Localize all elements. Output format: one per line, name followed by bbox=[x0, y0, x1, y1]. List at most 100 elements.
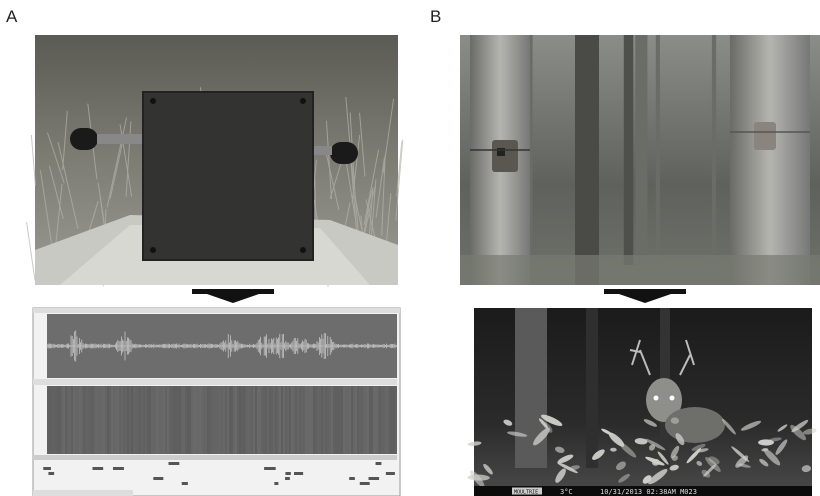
shape bbox=[169, 386, 171, 454]
shape bbox=[89, 386, 91, 454]
shape bbox=[365, 386, 367, 454]
shape bbox=[97, 386, 99, 454]
shape bbox=[291, 386, 293, 454]
shape bbox=[355, 386, 357, 454]
shape bbox=[311, 386, 313, 454]
shape bbox=[249, 386, 251, 454]
shape bbox=[151, 386, 153, 454]
shape bbox=[253, 386, 255, 454]
shape bbox=[73, 386, 75, 454]
shape bbox=[303, 386, 305, 454]
shape bbox=[193, 386, 195, 454]
shape bbox=[515, 308, 547, 468]
shape bbox=[101, 386, 103, 454]
shape bbox=[117, 386, 119, 454]
shape bbox=[33, 490, 133, 496]
shape bbox=[345, 386, 347, 454]
shape bbox=[385, 386, 387, 454]
shape bbox=[712, 35, 716, 265]
shape bbox=[330, 142, 358, 164]
shape bbox=[189, 386, 191, 454]
shape bbox=[87, 386, 89, 454]
shape bbox=[379, 386, 381, 454]
shape bbox=[301, 386, 303, 454]
shape bbox=[285, 386, 287, 454]
shape bbox=[243, 386, 245, 454]
shape bbox=[49, 386, 51, 454]
shape bbox=[665, 407, 725, 443]
shape bbox=[150, 247, 156, 253]
photo-camera-traps bbox=[460, 35, 820, 285]
shape bbox=[27, 222, 35, 280]
shape bbox=[670, 396, 675, 401]
shape bbox=[335, 386, 337, 454]
shape bbox=[192, 289, 274, 294]
shape bbox=[48, 472, 54, 475]
shape bbox=[31, 135, 35, 186]
shape bbox=[325, 386, 327, 454]
shape bbox=[177, 386, 179, 454]
shape bbox=[395, 386, 397, 454]
shape bbox=[121, 386, 123, 454]
shape bbox=[279, 386, 281, 454]
figure: A B MOULTRIE 3°C 10/31/2013 02:38AM M023 bbox=[0, 0, 820, 496]
shape bbox=[137, 386, 139, 454]
shape bbox=[241, 386, 243, 454]
shape bbox=[111, 386, 113, 454]
shape bbox=[65, 386, 67, 454]
shape bbox=[135, 386, 137, 454]
shape bbox=[293, 386, 295, 454]
shape bbox=[351, 386, 353, 454]
shape bbox=[271, 386, 273, 454]
shape bbox=[349, 477, 355, 480]
shape bbox=[133, 386, 135, 454]
shape bbox=[201, 386, 203, 454]
shape bbox=[93, 386, 95, 454]
shape bbox=[267, 386, 269, 454]
shape bbox=[259, 386, 261, 454]
shape bbox=[575, 35, 599, 285]
shape bbox=[393, 386, 395, 454]
shape bbox=[163, 386, 165, 454]
shape bbox=[115, 386, 117, 454]
shape bbox=[333, 386, 335, 454]
shape bbox=[33, 455, 397, 460]
shape bbox=[257, 386, 259, 454]
shape bbox=[343, 386, 345, 454]
shape bbox=[129, 386, 131, 454]
shape bbox=[391, 386, 393, 454]
shape bbox=[360, 482, 370, 485]
shape bbox=[99, 386, 101, 454]
shape bbox=[125, 386, 127, 454]
arrow-down bbox=[604, 289, 686, 303]
shape bbox=[229, 386, 231, 454]
shape bbox=[205, 386, 207, 454]
shape bbox=[319, 386, 321, 454]
shape bbox=[119, 386, 121, 454]
shape bbox=[586, 308, 598, 468]
shape bbox=[92, 467, 103, 470]
shape bbox=[460, 255, 820, 285]
shape bbox=[47, 386, 49, 454]
shape bbox=[239, 386, 241, 454]
shape bbox=[754, 122, 776, 150]
shape bbox=[389, 386, 391, 454]
shape bbox=[219, 386, 221, 454]
shape bbox=[331, 386, 333, 454]
shape bbox=[361, 386, 363, 454]
shape bbox=[139, 386, 141, 454]
shape bbox=[179, 386, 181, 454]
shape bbox=[305, 386, 307, 454]
shape bbox=[349, 386, 351, 454]
shape bbox=[85, 386, 87, 454]
shape bbox=[264, 467, 276, 470]
shape bbox=[159, 386, 161, 454]
shape bbox=[381, 386, 383, 454]
shape bbox=[207, 294, 259, 303]
shape bbox=[127, 386, 129, 454]
shape bbox=[656, 35, 660, 265]
shape bbox=[155, 386, 157, 454]
shape bbox=[375, 386, 377, 454]
shape bbox=[639, 35, 648, 265]
shape bbox=[143, 92, 313, 260]
